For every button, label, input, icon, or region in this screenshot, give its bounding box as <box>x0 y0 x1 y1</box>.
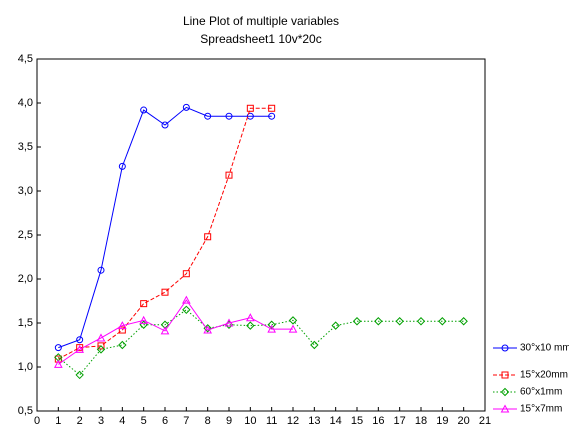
legend-label: 60°x1mm <box>520 387 562 398</box>
y-tick-label: 1,0 <box>18 361 33 373</box>
y-tick-label: 2,5 <box>18 229 33 241</box>
data-point <box>54 355 62 363</box>
x-tick-label: 20 <box>458 415 470 427</box>
data-point <box>161 288 169 296</box>
legend-marker <box>501 344 509 352</box>
data-point <box>118 326 126 334</box>
series-line <box>58 107 272 360</box>
data-point <box>288 324 298 333</box>
data-point <box>140 106 148 114</box>
data-point <box>204 112 212 120</box>
data-point <box>96 345 106 354</box>
chart-subtitle: Spreadsheet1 10v*20c <box>200 32 321 46</box>
legend-marker <box>500 387 510 397</box>
data-point <box>75 344 85 353</box>
x-tick-label: 1 <box>55 415 61 427</box>
x-tick-label: 9 <box>226 415 232 427</box>
data-point <box>352 317 362 326</box>
x-tick-label: 6 <box>162 415 168 427</box>
data-point <box>268 104 276 112</box>
x-tick-label: 3 <box>98 415 104 427</box>
data-point <box>225 112 233 120</box>
x-tick-label: 19 <box>436 415 448 427</box>
x-tick-label: 0 <box>34 415 40 427</box>
legend-marker <box>501 371 509 379</box>
data-point <box>139 315 149 324</box>
data-point <box>118 162 126 170</box>
y-tick-label: 1,5 <box>18 317 33 329</box>
data-point <box>181 295 191 304</box>
x-tick-label: 17 <box>394 415 406 427</box>
data-point <box>53 359 63 368</box>
data-point <box>118 340 127 350</box>
data-point <box>182 305 191 315</box>
x-tick-label: 12 <box>287 415 299 427</box>
x-tick-label: 5 <box>141 415 147 427</box>
data-point <box>182 103 190 111</box>
data-point <box>203 325 213 334</box>
y-tick-label: 3,5 <box>18 141 33 153</box>
data-point <box>395 317 404 326</box>
data-point <box>246 321 255 330</box>
data-point <box>161 121 169 129</box>
series-line <box>58 299 293 365</box>
data-point <box>140 300 148 308</box>
data-point <box>288 316 298 325</box>
x-tick-label: 7 <box>183 415 189 427</box>
legend-label: 30°x10 mm <box>520 343 569 354</box>
data-point <box>245 313 255 322</box>
chart-title: Line Plot of multiple variables <box>183 14 339 28</box>
data-point <box>459 317 468 326</box>
data-point <box>54 344 62 352</box>
legend-label: 15°x7mm <box>520 404 562 415</box>
data-point <box>246 104 254 112</box>
data-point <box>117 321 127 330</box>
x-tick-label: 15 <box>351 415 363 427</box>
data-point <box>225 171 233 179</box>
data-point <box>246 112 254 120</box>
x-tick-label: 11 <box>266 415 277 427</box>
y-tick-label: 4,5 <box>18 53 33 65</box>
data-point <box>438 317 447 326</box>
data-point <box>374 317 383 326</box>
data-point <box>268 112 276 120</box>
data-point <box>267 320 276 329</box>
data-point <box>160 326 170 335</box>
y-tick-label: 2,0 <box>18 273 33 285</box>
x-tick-label: 2 <box>77 415 83 427</box>
x-tick-label: 21 <box>479 415 491 427</box>
data-point <box>96 333 106 342</box>
y-tick-label: 0,5 <box>18 405 33 417</box>
x-tick-label: 18 <box>415 415 427 427</box>
y-tick-label: 3,0 <box>18 185 33 197</box>
x-tick-label: 16 <box>372 415 384 427</box>
series-line <box>58 106 272 349</box>
legend-marker <box>500 404 510 413</box>
x-tick-label: 10 <box>244 415 256 427</box>
legend-label: 15°x20mm <box>520 370 568 381</box>
y-tick-label: 4,0 <box>18 97 33 109</box>
data-point <box>97 342 105 350</box>
data-point <box>224 318 234 327</box>
x-tick-label: 8 <box>205 415 211 427</box>
data-point <box>76 336 84 344</box>
data-point <box>310 340 319 350</box>
data-point <box>416 317 426 326</box>
data-point <box>75 370 84 380</box>
x-tick-label: 14 <box>330 415 342 427</box>
data-point <box>331 321 340 330</box>
data-point <box>97 266 105 274</box>
data-point <box>182 270 190 278</box>
data-point <box>267 324 277 333</box>
data-point <box>204 233 212 241</box>
x-tick-label: 4 <box>119 415 125 427</box>
x-tick-label: 13 <box>308 415 320 427</box>
